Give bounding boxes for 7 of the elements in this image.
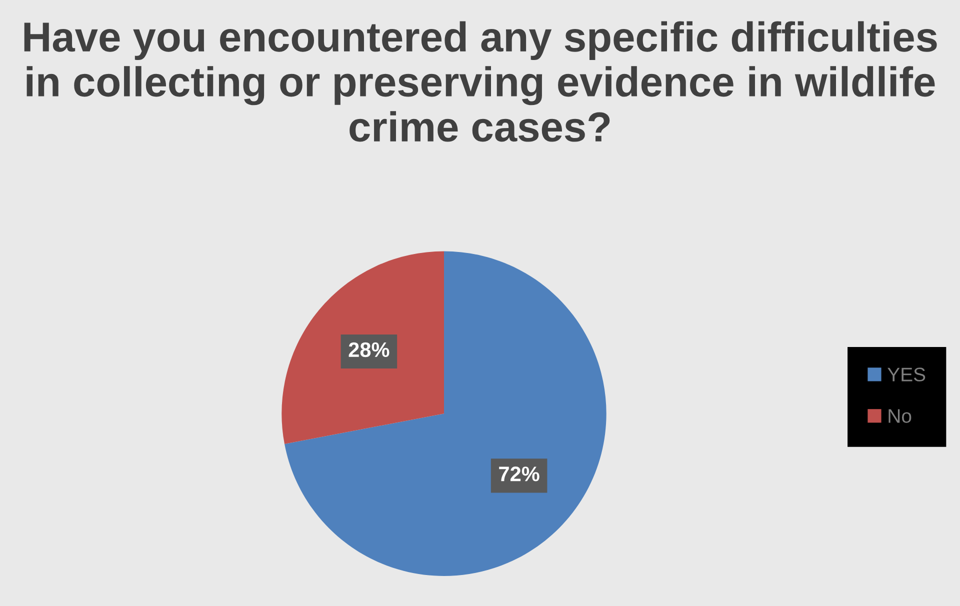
legend-label: YES — [888, 368, 926, 382]
data-label: 72% — [499, 466, 540, 482]
legend-label: No — [888, 409, 912, 423]
chart-title: Have you encountered any specific difficulties in collecting or preserving evidence in wildlife crime cases? — [24, 21, 937, 142]
pie-slice — [282, 251, 444, 444]
pie-slice — [284, 251, 606, 576]
data-label: 28% — [348, 342, 390, 358]
